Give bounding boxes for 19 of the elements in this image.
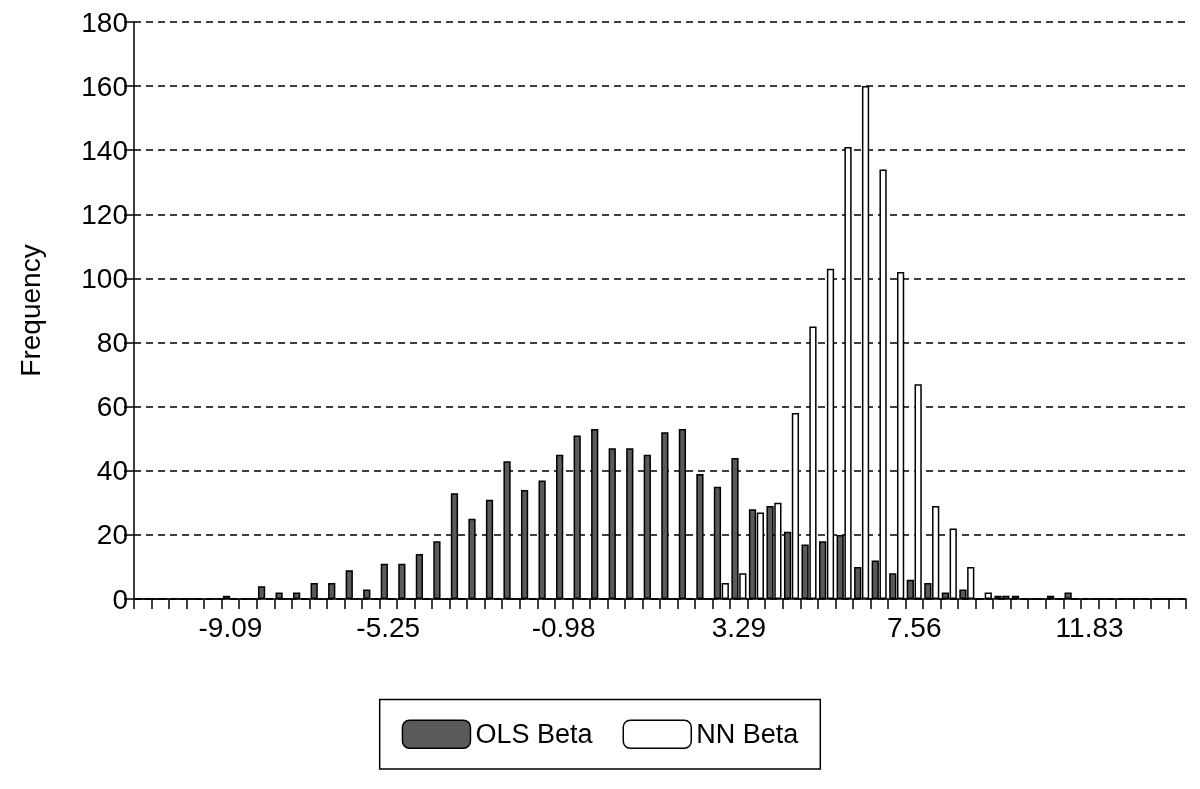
y-tick-label: 100 [81,262,128,294]
y-tick-label: 20 [96,519,128,551]
x-tick-label: -5.25 [356,611,421,643]
x-tick-label: 7.56 [886,611,942,643]
x-tick-label: -0.98 [531,611,596,643]
y-tick-label: 160 [81,70,128,102]
x-tick-label: -9.09 [198,611,263,643]
y-tick-label: 80 [96,327,128,359]
y-tick-label: 180 [81,6,128,38]
x-tick-label: 3.29 [711,611,767,643]
y-tick-label: 60 [96,391,128,423]
legend-label: NN Beta [696,719,800,750]
x-tick-label: 11.83 [1055,611,1124,643]
y-tick-label: 140 [81,134,128,166]
y-tick-label: 120 [81,198,128,230]
y-tick-label: 0 [112,583,128,615]
legend-label: OLS Beta [475,719,594,750]
y-axis-title: Frequency [14,244,46,377]
y-tick-label: 40 [96,455,128,487]
